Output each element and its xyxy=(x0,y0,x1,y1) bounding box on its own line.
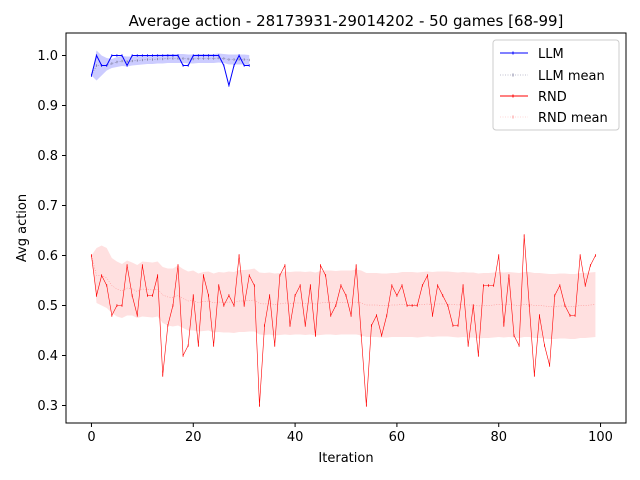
x-tick-label: 100 xyxy=(588,430,613,445)
y-tick-label: 0.5 xyxy=(37,299,58,314)
legend-entry-rnd: RND xyxy=(500,90,567,105)
legend-label-rnd-mean: RND mean xyxy=(538,111,608,126)
legend-label-llm: LLM xyxy=(538,47,564,62)
x-tick-label: 60 xyxy=(389,430,406,445)
legend-entry-llm-mean: LLM mean xyxy=(500,69,605,84)
y-tick-label: 0.7 xyxy=(37,199,58,214)
series-rnd xyxy=(91,234,596,407)
legend-box xyxy=(492,39,620,131)
x-tick-label: 0 xyxy=(87,430,95,445)
series-llm xyxy=(90,54,250,87)
y-tick-label: 0.6 xyxy=(37,249,58,264)
line-llm-mean xyxy=(91,57,250,76)
x-axis: 0 20 40 60 80 100 xyxy=(87,423,613,445)
x-tick-label: 40 xyxy=(287,430,304,445)
x-tick-label: 80 xyxy=(490,430,507,445)
y-tick-label: 1.0 xyxy=(37,49,58,64)
x-tick-label: 20 xyxy=(185,430,202,445)
line-rnd xyxy=(91,235,596,406)
legend-label-rnd: RND xyxy=(538,90,567,105)
plot-frame xyxy=(65,32,627,424)
y-tick-label: 0.8 xyxy=(37,149,58,164)
series-lines xyxy=(90,54,596,407)
y-tick-label: 0.9 xyxy=(37,99,58,114)
y-axis: 0.3 0.4 0.5 0.6 0.7 0.8 0.9 1.0 xyxy=(37,49,66,414)
y-axis-title: Avg action xyxy=(15,194,30,262)
y-tick-label: 0.4 xyxy=(37,349,58,364)
legend-entry-rnd-mean: RND mean xyxy=(500,111,608,126)
legend-entry-llm: LLM xyxy=(500,47,564,62)
rnd-band-area xyxy=(91,245,596,339)
line-llm xyxy=(90,55,250,86)
y-tick-label: 0.3 xyxy=(37,399,58,414)
legend: LLM LLM mean RND RND mean xyxy=(492,39,620,131)
legend-label-llm-mean: LLM mean xyxy=(538,69,605,84)
x-axis-title: Iteration xyxy=(318,451,373,466)
chart-title: Average action - 28173931-29014202 - 50 … xyxy=(129,12,564,30)
series-llm-mean xyxy=(91,56,250,77)
